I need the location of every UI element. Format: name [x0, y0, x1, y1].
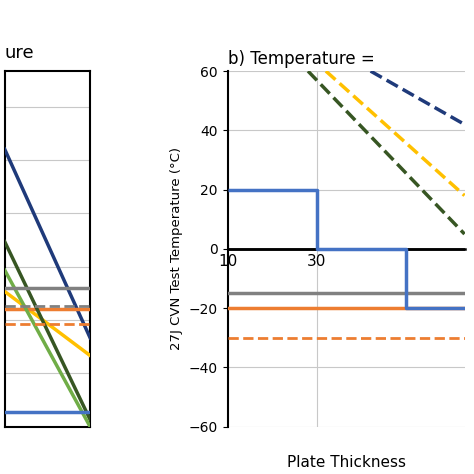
Text: b) Temperature =: b) Temperature =	[228, 50, 374, 68]
X-axis label: Plate Thickness: Plate Thickness	[286, 455, 406, 470]
Y-axis label: 27J CVN Test Temperature (°C): 27J CVN Test Temperature (°C)	[170, 147, 183, 350]
Text: ure: ure	[5, 44, 34, 62]
